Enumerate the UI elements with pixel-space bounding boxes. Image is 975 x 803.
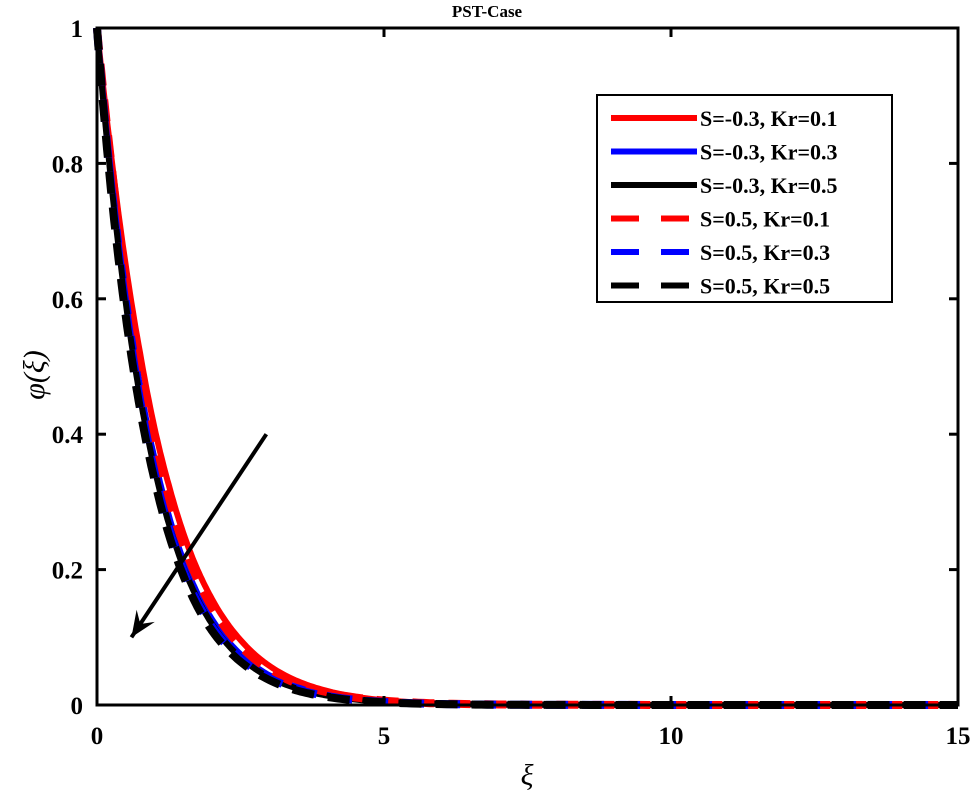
x-tick-labels: 0 5 10 15: [91, 723, 971, 750]
legend-item: S=0.5, Kr=0.5: [611, 274, 830, 299]
legend-label: S=-0.3, Kr=0.1: [700, 106, 838, 131]
y-tick-label: 0: [71, 693, 84, 720]
x-tick-label: 10: [659, 723, 684, 750]
legend-label: S=0.5, Kr=0.3: [700, 240, 830, 265]
legend-item: S=0.5, Kr=0.3: [611, 240, 830, 265]
legend-label: S=-0.3, Kr=0.5: [700, 173, 838, 198]
increase-kr-arrow: [129, 433, 268, 639]
x-tick-label: 5: [378, 723, 391, 750]
legend-item: S=-0.3, Kr=0.1: [611, 106, 838, 131]
legend-label: S=0.5, Kr=0.5: [700, 274, 830, 299]
y-axis-label: φ(ξ): [18, 350, 51, 399]
y-tick-label: 1: [71, 16, 84, 43]
y-tick-label: 0.6: [52, 287, 83, 314]
y-tick-label: 0.2: [52, 558, 83, 585]
legend-item: S=-0.3, Kr=0.3: [611, 140, 838, 165]
y-tick-labels: 0 0.2 0.4 0.6 0.8 1: [52, 16, 84, 720]
x-tick-label: 0: [91, 723, 104, 750]
y-tick-label: 0.8: [52, 151, 83, 178]
axis-ticks: [95, 26, 960, 707]
legend: S=-0.3, Kr=0.1 S=-0.3, Kr=0.3 S=-0.3, Kr=0…: [596, 94, 893, 303]
arrow-head-icon: [131, 609, 155, 638]
series-line: [93, 27, 958, 709]
legend-item: S=0.5, Kr=0.1: [611, 207, 830, 232]
legend-label: S=0.5, Kr=0.1: [700, 207, 830, 232]
x-tick-label: 15: [946, 723, 971, 750]
legend-box: [596, 94, 893, 303]
legend-label: S=-0.3, Kr=0.3: [700, 140, 838, 165]
chart-title: PST-Case: [452, 2, 523, 21]
y-tick-label: 0.4: [52, 422, 84, 449]
x-axis-label: ξ: [521, 759, 534, 792]
legend-item: S=-0.3, Kr=0.5: [611, 173, 838, 198]
plot-frame: [95, 26, 960, 707]
